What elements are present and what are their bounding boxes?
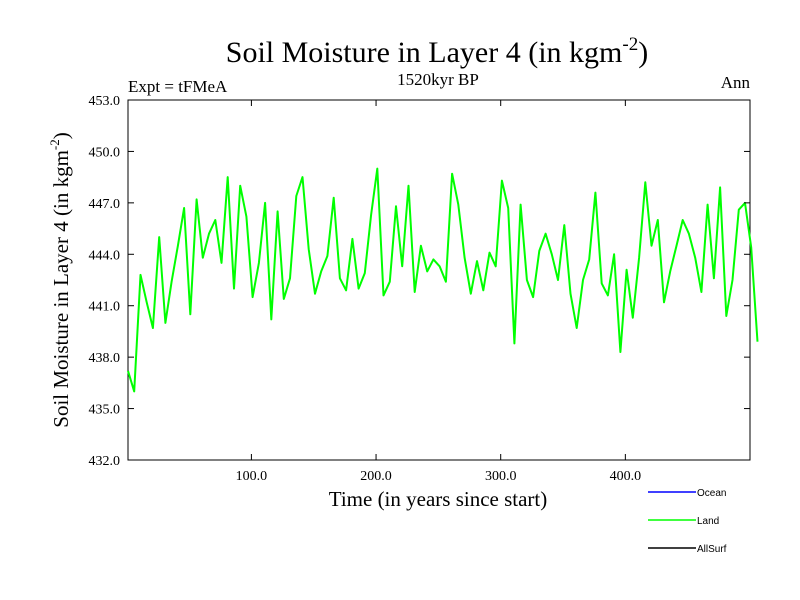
chart-title-superscript: -2: [622, 34, 638, 55]
y-axis-label: Soil Moisture in Layer 4 (in kgm-2): [47, 132, 73, 427]
chart-subtitle: 1520kyr BP: [397, 70, 479, 89]
plot-frame: [127, 99, 751, 461]
y-axis-label-superscript: -2: [47, 139, 62, 150]
chart-header: Soil Moisture in Layer 4 (in kgm-2) 1520…: [128, 34, 750, 96]
legend-label-ocean: Ocean: [697, 488, 726, 499]
chart-title: Soil Moisture in Layer 4 (in kgm-2): [226, 34, 648, 69]
annual-label: Ann: [721, 73, 751, 92]
y-tick-label: 450.0: [89, 145, 121, 160]
x-tick-label: 300.0: [485, 469, 517, 484]
legend-label-allsurf: AllSurf: [697, 544, 727, 555]
legend-label-land: Land: [697, 516, 719, 527]
x-tick-label: 100.0: [236, 469, 268, 484]
x-tick-label: 200.0: [360, 469, 392, 484]
y-tick-label: 432.0: [89, 454, 121, 469]
y-tick-label: 447.0: [89, 197, 121, 212]
y-tick-label: 435.0: [89, 403, 121, 418]
x-tick-label: 400.0: [610, 469, 642, 484]
y-tick-label: 438.0: [89, 351, 121, 366]
y-axis-ticks: 432.0 435.0 438.0 441.0 444.0 447.0 450.0 453.0: [89, 94, 750, 469]
experiment-label: Expt = tFMeA: [128, 77, 228, 96]
x-axis-ticks: 100.0 200.0 300.0 400.0: [236, 100, 641, 484]
land-series-line: [127, 167, 759, 393]
y-tick-label: 441.0: [89, 300, 121, 315]
plot-area: [127, 99, 759, 461]
y-tick-label: 444.0: [89, 248, 121, 263]
legend: Ocean Land AllSurf: [648, 488, 727, 555]
y-tick-label: 453.0: [89, 94, 121, 109]
x-axis-label: Time (in years since start): [329, 487, 548, 511]
